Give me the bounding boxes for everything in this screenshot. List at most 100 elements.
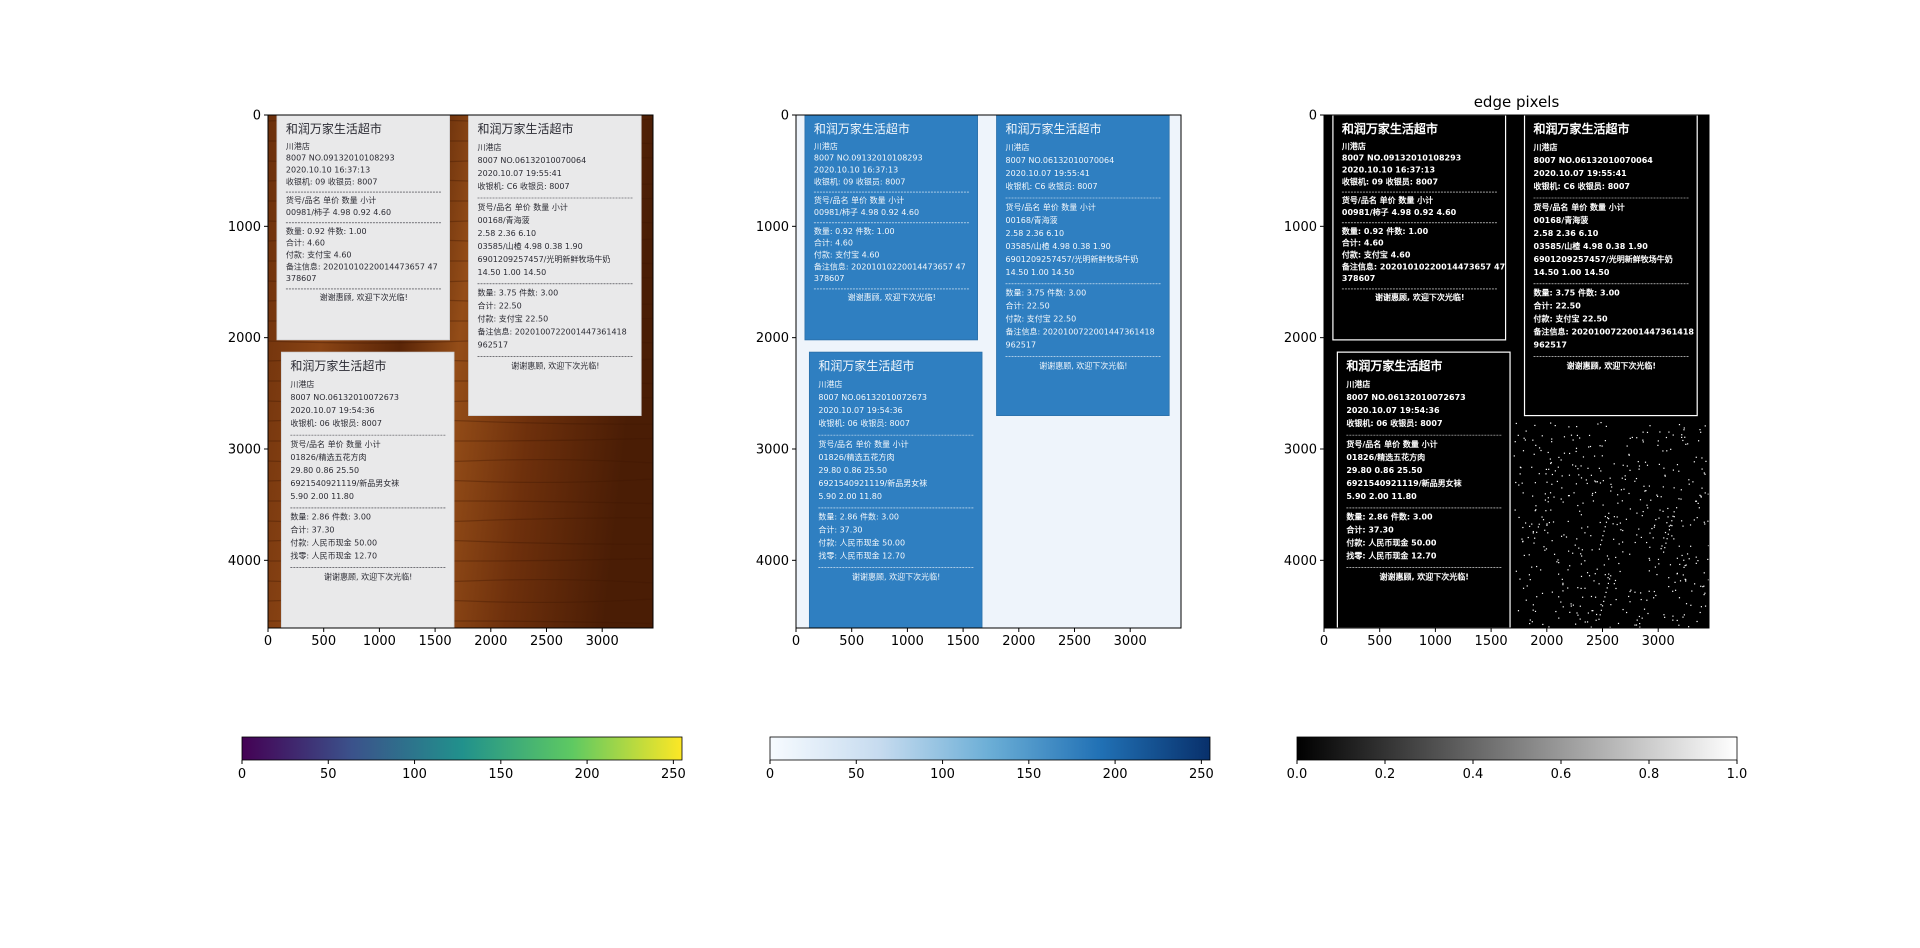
edge-speck	[1562, 501, 1564, 503]
edge-speck	[1533, 542, 1535, 544]
edge-speck	[1666, 522, 1668, 524]
edge-speck	[1550, 422, 1552, 424]
colorbar-tick-label: 50	[848, 767, 865, 782]
edge-speck	[1596, 568, 1598, 570]
edge-speck	[1568, 474, 1571, 476]
edge-speck	[1649, 546, 1651, 548]
x-tick-label: 500	[1367, 634, 1392, 649]
receipt-text: 378607	[286, 274, 317, 283]
edge-speck	[1653, 590, 1655, 593]
edge-speck	[1538, 523, 1540, 525]
edge-speck	[1522, 587, 1525, 589]
edge-speck	[1545, 510, 1547, 512]
edge-speck	[1569, 565, 1571, 567]
edge-speck	[1580, 553, 1582, 555]
edge-speck	[1634, 624, 1636, 626]
edge-speck	[1681, 434, 1683, 436]
y-tick-label: 4000	[228, 554, 261, 569]
edge-speck	[1664, 531, 1667, 534]
edge-speck	[1593, 455, 1596, 457]
edge-speck	[1625, 518, 1628, 520]
edge-speck	[1636, 534, 1638, 536]
edge-speck	[1650, 499, 1652, 501]
edge-speck	[1700, 495, 1702, 497]
edge-speck	[1606, 587, 1608, 589]
x-tick-label: 2500	[530, 634, 563, 649]
colorbar-1: 0 50 100 150 200 250	[238, 736, 686, 782]
edge-speck	[1671, 520, 1673, 522]
edge-speck	[1699, 429, 1701, 431]
edge-speck	[1707, 493, 1709, 495]
edge-speck	[1545, 548, 1548, 550]
edge-speck	[1657, 558, 1660, 561]
receipt-text: 收银机: 06 收银员: 8007	[290, 418, 382, 428]
edge-speck	[1678, 424, 1681, 426]
edge-speck	[1701, 468, 1703, 470]
edge-speck	[1618, 543, 1620, 545]
receipt-paper	[996, 115, 1170, 416]
edge-speck	[1599, 614, 1601, 616]
edge-speck	[1668, 577, 1670, 579]
edge-speck	[1598, 467, 1600, 469]
edge-speck	[1553, 553, 1556, 555]
edge-speck	[1567, 495, 1570, 497]
edge-speck	[1563, 436, 1566, 438]
edge-speck	[1568, 495, 1570, 497]
receipt-text: 付款: 支付宝 4.60	[286, 250, 352, 260]
receipt-text: 合计: 22.50	[1006, 301, 1050, 311]
edge-speck	[1578, 474, 1580, 476]
edge-speck	[1529, 525, 1531, 527]
edge-speck	[1562, 590, 1564, 592]
edge-speck	[1676, 464, 1679, 466]
edge-speck	[1587, 612, 1589, 614]
edge-speck	[1522, 526, 1524, 529]
edge-speck	[1646, 464, 1649, 466]
edge-speck	[1581, 555, 1583, 557]
receipt-paper	[808, 351, 983, 628]
edge-speck	[1587, 526, 1589, 528]
edge-speck	[1679, 580, 1682, 582]
edge-speck	[1555, 610, 1557, 613]
edge-speck	[1600, 421, 1602, 424]
axes-frame	[795, 114, 1182, 629]
y-tick-label: 3000	[228, 442, 261, 457]
edge-speck	[1695, 500, 1698, 502]
edge-speck	[1582, 502, 1584, 504]
edge-speck	[1700, 431, 1702, 433]
edge-speck	[1532, 609, 1534, 611]
edge-speck	[1654, 566, 1656, 568]
edge-speck	[1567, 569, 1569, 571]
edge-speck	[1635, 624, 1638, 626]
edge-speck	[1601, 455, 1603, 457]
edge-speck	[1513, 455, 1515, 457]
receipt-text: 谢谢惠顾, 欢迎下次光临!	[1039, 360, 1127, 370]
colorbar-gradient	[769, 736, 1211, 761]
receipt-text: 收银机: 09 收银员: 8007	[814, 176, 906, 186]
edge-speck	[1685, 580, 1687, 582]
receipt-paper	[804, 115, 978, 341]
edge-speck	[1538, 447, 1541, 449]
edge-speck	[1554, 470, 1556, 472]
edge-speck	[1531, 466, 1533, 468]
edge-speck	[1544, 493, 1546, 495]
edge-speck	[1562, 606, 1564, 608]
edge-speck	[1598, 618, 1600, 620]
edge-speck	[1659, 509, 1661, 511]
edge-speck	[1653, 597, 1655, 599]
edge-speck	[1570, 603, 1572, 605]
edge-speck	[1658, 563, 1660, 565]
edge-speck	[1696, 620, 1698, 623]
edge-speck	[1639, 499, 1642, 501]
edge-speck	[1646, 504, 1648, 506]
receipt-text: 备注信息: 20201010220014473657 47	[1341, 261, 1505, 271]
edge-speck	[1551, 591, 1553, 593]
edge-speck	[1681, 436, 1683, 438]
edge-speck	[1569, 611, 1571, 613]
edge-speck	[1560, 498, 1562, 500]
edge-speck	[1681, 554, 1683, 557]
edge-speck	[1577, 468, 1579, 470]
edge-speck	[1659, 431, 1661, 433]
edge-speck	[1638, 468, 1640, 470]
x-tick-label: 1500	[947, 634, 980, 649]
edge-speck	[1666, 450, 1668, 452]
